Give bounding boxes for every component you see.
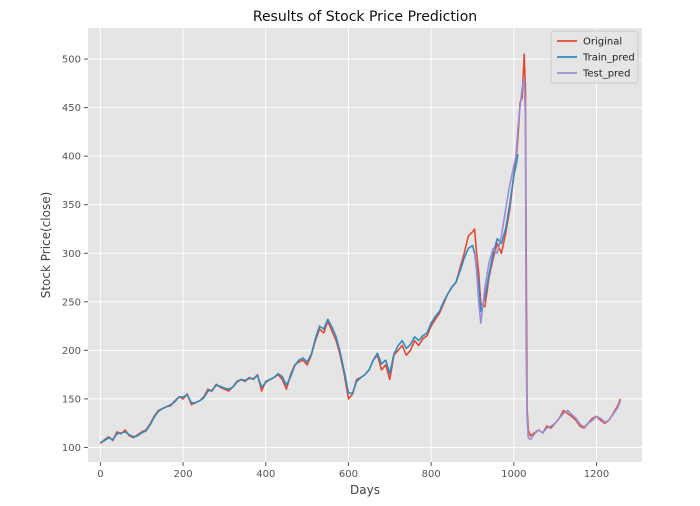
y-tick-label: 200	[62, 346, 81, 357]
legend-label-test-pred: Test_pred	[582, 69, 630, 80]
series-layer	[99, 53, 622, 445]
x-axis-label: Days	[350, 483, 380, 497]
x-tick-label: 0	[97, 469, 103, 480]
grid-lines	[88, 28, 642, 462]
legend-label-train-pred: Train_pred	[582, 53, 635, 64]
x-tick-label: 800	[422, 469, 441, 480]
y-tick-label: 450	[62, 103, 81, 114]
y-tick-label: 300	[62, 249, 81, 260]
y-tick-label: 150	[62, 394, 81, 405]
series-line-train-pred	[100, 154, 519, 444]
chart-title: Results of Stock Price Prediction	[253, 9, 477, 25]
y-axis-label: Stock Price(close)	[39, 192, 53, 299]
x-tick-label: 1200	[584, 469, 609, 480]
legend-label-original: Original	[583, 37, 622, 48]
y-tick-label: 100	[62, 443, 81, 454]
x-tick-label: 200	[174, 469, 193, 480]
x-tick-label: 600	[339, 469, 358, 480]
legend: Original Train_pred Test_pred	[550, 30, 639, 84]
y-tick-label: 500	[62, 55, 81, 66]
series-line-test-pred	[473, 77, 622, 441]
plot-area	[88, 28, 642, 462]
x-tick-label: 400	[256, 469, 275, 480]
tick-labels: 0 200 400 600 800 1000 1200 100 150 200 250 300 350 4…	[62, 55, 609, 480]
legend-box	[550, 30, 639, 84]
x-tick-label: 1000	[501, 469, 526, 480]
y-tick-label: 350	[62, 200, 81, 211]
y-tick-label: 250	[62, 297, 81, 308]
y-tick-label: 400	[62, 152, 81, 163]
